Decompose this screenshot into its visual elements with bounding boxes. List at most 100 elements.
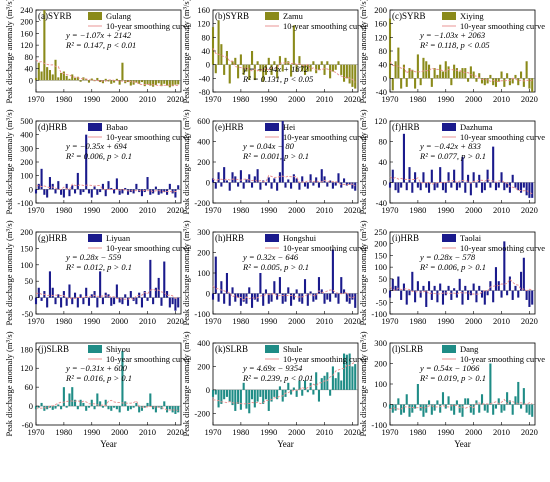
bar [397,276,400,291]
bar [163,80,166,84]
bar [343,289,346,294]
y-tick-label: 40 [379,60,388,70]
bar [334,378,337,390]
legend-smooth-label: 10-year smoothing curve [460,132,545,142]
bar [121,62,124,81]
bar [250,51,254,65]
bar [160,297,163,306]
bar [135,80,138,83]
bar [475,400,478,405]
panel-dang: -100 0 100 200 300 1970 1980 1990 2000 2010 2020 (l… [358,331,545,449]
x-tick-label: 1990 [437,427,454,437]
x-tick-label: 2010 [493,94,510,104]
bar [326,293,329,300]
bar [422,404,425,417]
y-axis-label: Peak discharge anomaly (m³/s) [358,220,368,325]
bar [138,406,141,413]
bar [166,406,169,413]
bar [48,271,51,298]
bar [225,389,228,397]
bar [60,189,63,195]
panel-label: (d)HRB [38,122,67,132]
legend-station: Shule [283,344,303,354]
y-tick-label: -200 [194,198,210,208]
smoothing-curve [212,48,356,83]
bar [107,406,110,410]
y-tick-label: 120 [20,363,33,373]
legend-smooth-label: 10-year smoothing curve [283,132,368,142]
x-axis-label: Year [454,439,471,449]
bar [469,66,472,79]
bar [234,176,237,183]
bar [292,174,295,183]
bar [343,353,346,390]
bar [351,293,354,300]
bar [514,182,517,188]
bar [500,71,503,79]
bar [444,404,447,409]
bar [90,294,93,298]
bar [166,291,169,298]
bar [520,271,523,291]
bar [157,80,160,84]
bar [76,172,79,190]
regression-r2: R² = 0.005, p > 0.1 [242,262,309,272]
bar [264,182,268,186]
bar [315,293,318,300]
bar [60,406,63,410]
bar [388,290,392,298]
bar [312,389,315,395]
bar [276,64,279,79]
bar [441,392,445,405]
bar [492,404,495,415]
y-axis-label: Peak discharge anomaly (m³/s) [358,331,368,436]
bar [301,64,304,72]
panel-label: (h)HRB [215,233,244,243]
bar [480,394,484,405]
bar [276,389,279,400]
bar [118,297,121,303]
bar [115,178,118,190]
bar [152,406,155,410]
bar [478,174,481,183]
bar [427,400,431,405]
bar [71,297,74,305]
bar [433,182,436,191]
x-tick-label: 1990 [260,205,277,215]
bar [511,404,514,415]
plot-frame [35,342,182,426]
bar [301,293,304,304]
bar [242,64,245,75]
bar [461,404,464,417]
bar [467,398,470,405]
bar [337,372,340,390]
bar [73,292,77,298]
bar [320,61,323,65]
bar [337,173,340,183]
bar [489,281,492,291]
bar [425,182,428,188]
bar [96,77,99,81]
bar [48,177,51,190]
x-tick-label: 2000 [111,205,128,215]
bar [87,80,91,83]
bar [93,406,96,410]
x-tick-label: 2010 [139,205,156,215]
x-tick-label: 1970 [382,316,399,326]
bar [522,257,525,291]
bar [425,61,428,79]
bar [453,404,456,415]
regression-equation: y = 0.28x − 578 [419,252,476,262]
y-tick-label: 120 [374,116,387,126]
bar [146,402,149,407]
bar [223,167,226,183]
bar [46,406,49,410]
bar [394,285,397,291]
x-tick-label: 1990 [437,205,454,215]
bar [531,182,534,198]
bar [422,57,425,79]
bar [331,249,334,294]
bar [497,78,500,82]
bar [419,290,422,298]
regression-r2: R² = 0.016, p > 0.1 [65,373,132,383]
